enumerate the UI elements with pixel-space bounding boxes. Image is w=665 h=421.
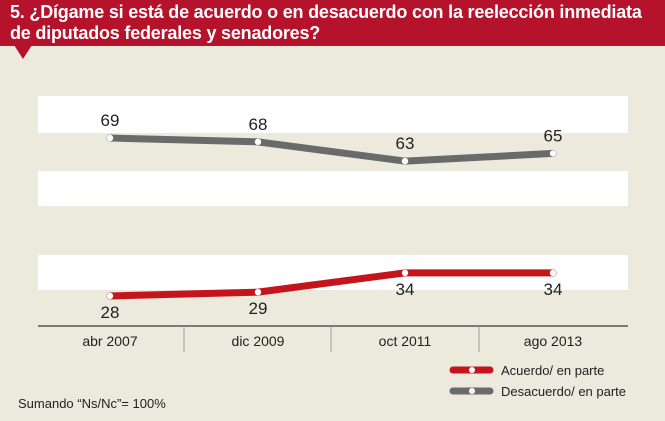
data-point: [254, 288, 262, 296]
data-point: [401, 269, 409, 277]
data-label: 28: [101, 303, 120, 322]
title-pointer: [14, 45, 32, 59]
data-label: 34: [544, 280, 563, 299]
series-line-desacuerdo: [106, 134, 557, 165]
legend-swatch-dot: [469, 367, 475, 373]
legend-label: Acuerdo/ en parte: [501, 363, 604, 378]
chart-band-1: [38, 171, 628, 206]
data-point: [549, 269, 557, 277]
x-tick-label: dic 2009: [232, 333, 285, 349]
x-tick-label: abr 2007: [82, 333, 137, 349]
data-label: 34: [396, 280, 415, 299]
data-point: [106, 134, 114, 142]
data-label: 29: [249, 299, 268, 318]
footnote: Sumando “Ns/Nc”= 100%: [18, 396, 166, 411]
data-label: 68: [249, 115, 268, 134]
series-line-acuerdo: [106, 269, 557, 300]
data-label: 65: [544, 126, 563, 145]
data-point: [401, 157, 409, 165]
data-point: [549, 150, 557, 157]
data-point: [254, 138, 262, 146]
legend-label: Desacuerdo/ en parte: [501, 384, 626, 399]
chart-title: 5. ¿Dígame si está de acuerdo o en desac…: [0, 0, 665, 46]
data-point: [106, 292, 114, 300]
chart-bands: [38, 96, 628, 290]
x-tick-label: oct 2011: [379, 333, 432, 349]
x-axis: abr 2007 dic 2009 oct 2011 ago 2013: [38, 325, 628, 352]
series-layer: 28 29 34 34 69 68 63 65: [101, 111, 563, 322]
chart-band-0: [38, 96, 628, 133]
chart-legend: Acuerdo/ en parte Desacuerdo/ en parte: [449, 363, 626, 399]
legend-swatch-dot: [469, 388, 475, 394]
data-label: 63: [396, 134, 415, 153]
x-tick-label: ago 2013: [524, 333, 583, 349]
data-label: 69: [101, 111, 120, 130]
